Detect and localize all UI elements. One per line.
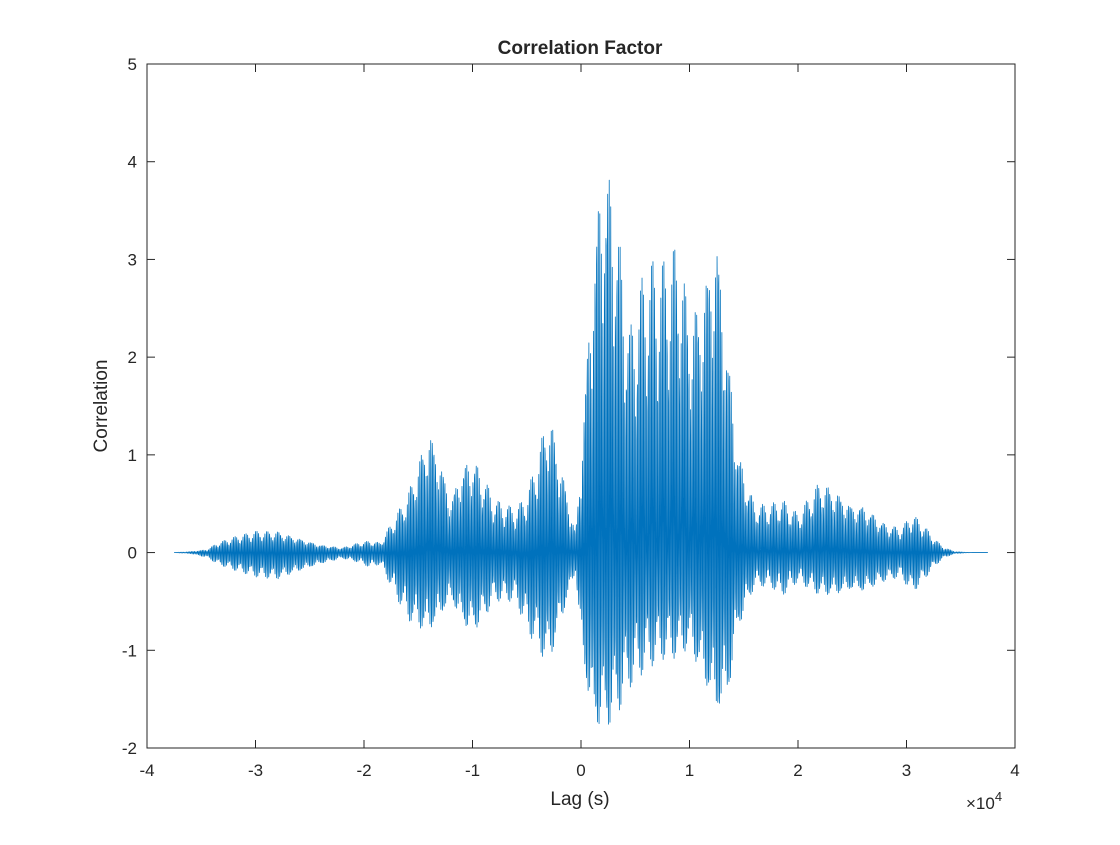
y-tick-label: 2: [128, 348, 137, 367]
signal-layer: [173, 179, 989, 725]
y-axis: -2 -1 0 1 2 3 4 5: [122, 55, 1015, 758]
x-tick-label: -3: [248, 761, 263, 780]
x-tick-label: -2: [356, 761, 371, 780]
x-tick-label: 3: [902, 761, 911, 780]
y-tick-label: 3: [128, 250, 137, 269]
y-tick-label: 4: [128, 153, 137, 172]
y-tick-label: 0: [128, 544, 137, 563]
x-tick-label: -4: [139, 761, 154, 780]
x-exponent-base: ×10: [966, 794, 995, 813]
series-line: [173, 179, 989, 725]
y-tick-label: -1: [122, 641, 137, 660]
x-tick-label: 1: [685, 761, 694, 780]
x-axis: -4 -3 -2 -1 0 1 2 3 4: [139, 64, 1020, 780]
x-tick-label: 2: [793, 761, 802, 780]
y-axis-label: Correlation: [91, 360, 112, 453]
x-tick-label: -1: [465, 761, 480, 780]
x-tick-label: 0: [576, 761, 585, 780]
y-tick-label: 5: [128, 55, 137, 74]
x-axis-label: Lag (s): [550, 789, 609, 810]
y-tick-label: 1: [128, 446, 137, 465]
y-tick-label: -2: [122, 739, 137, 758]
x-axis-exponent: ×104: [966, 789, 1002, 813]
x-tick-label: 4: [1010, 761, 1019, 780]
x-exponent-power: 4: [995, 789, 1002, 804]
chart-title: Correlation Factor: [498, 38, 663, 59]
